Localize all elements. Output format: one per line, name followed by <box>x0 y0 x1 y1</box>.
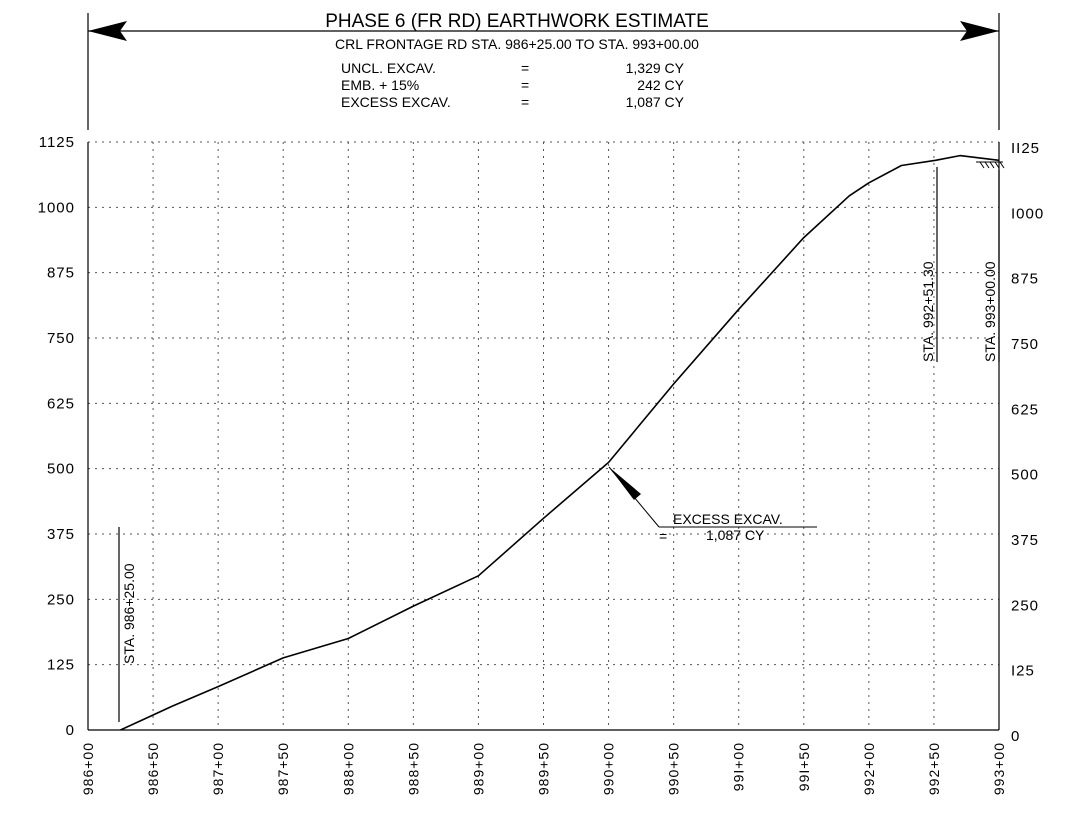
x-tick-label: 992+50 <box>926 742 942 795</box>
right-arrow-icon <box>960 21 999 41</box>
x-tick-label: 993+00 <box>991 742 1007 795</box>
excess-callout: EXCESS EXCAV. = 1,087 CY <box>608 466 817 544</box>
y-tick-label-right: 750 <box>1011 336 1039 353</box>
start-station-label: STA. 986+25.00 <box>121 563 137 664</box>
summary-value: 1,087 CY <box>626 94 685 110</box>
x-tick-label: 988+00 <box>340 742 356 795</box>
x-tick-label: 99I+50 <box>796 742 812 791</box>
summary-label: UNCL. EXCAV. <box>341 60 436 76</box>
y-tick-label-left: 625 <box>47 395 75 412</box>
summary-table: UNCL. EXCAV. = 1,329 CY EMB. + 15% = 242… <box>341 60 685 110</box>
y-tick-label-left: 250 <box>47 591 75 608</box>
summary-value: 1,329 CY <box>626 60 685 76</box>
start-station-marker: STA. 986+25.00 <box>118 527 137 722</box>
x-tick-label: 990+00 <box>601 742 617 795</box>
end-station-marker: STA. 993+00.00 <box>976 161 1005 362</box>
y-tick-label-right: I25 <box>1011 663 1035 680</box>
y-tick-label-right: I000 <box>1011 205 1044 222</box>
callout-arrow-icon <box>609 467 641 500</box>
x-axis-ticks: 986+00 986+50 987+00 987+50 988+00 988+50 989+… <box>80 742 1007 795</box>
grid <box>88 141 999 730</box>
x-tick-label: 99I+00 <box>731 742 747 791</box>
end-station-label: STA. 993+00.00 <box>982 261 998 362</box>
callout-eq: = <box>659 528 667 544</box>
chart-title: PHASE 6 (FR RD) EARTHWORK ESTIMATE <box>325 11 709 32</box>
callout-label: EXCESS EXCAV. <box>673 511 783 527</box>
y-tick-label-right: 0 <box>1011 728 1020 745</box>
summary-label: EXCESS EXCAV. <box>341 94 451 110</box>
y-tick-label-left: 1000 <box>38 199 75 216</box>
x-tick-label: 987+50 <box>275 742 291 795</box>
y-tick-label-right: II25 <box>1011 140 1040 157</box>
chart-subtitle: CRL FRONTAGE RD STA. 986+25.00 TO STA. 9… <box>335 36 699 52</box>
balance-station-label: STA. 992+51.30 <box>920 261 936 362</box>
x-tick-label: 992+00 <box>861 742 877 795</box>
callout-leader <box>608 466 660 528</box>
y-tick-label-right: 250 <box>1011 597 1039 614</box>
y-tick-label-left: 375 <box>47 526 75 543</box>
x-tick-label: 990+50 <box>666 742 682 795</box>
y-tick-label-left: 0 <box>66 722 75 739</box>
x-tick-label: 986+00 <box>80 742 96 795</box>
y-tick-label-right: 625 <box>1011 401 1039 418</box>
summary-eq: = <box>521 94 529 110</box>
y-axis-right-ticks: 0 I25 250 375 500 625 750 875 I000 II25 <box>1011 140 1044 745</box>
x-tick-label: 986+50 <box>145 742 161 795</box>
x-tick-label: 987+00 <box>210 742 226 795</box>
x-tick-label: 989+00 <box>470 742 486 795</box>
summary-eq: = <box>521 77 529 93</box>
y-tick-label-right: 500 <box>1011 467 1039 484</box>
ground-hatch-icon <box>976 161 1005 169</box>
callout-value: 1,087 CY <box>706 527 765 543</box>
x-tick-label: 989+50 <box>536 742 552 795</box>
y-tick-label-left: 750 <box>47 330 75 347</box>
y-tick-label-right: 375 <box>1011 532 1039 549</box>
y-tick-label-left: 875 <box>47 265 75 282</box>
mass-curve-line <box>120 154 1000 731</box>
y-axis-left-ticks: 0 125 250 375 500 625 750 875 1000 1125 <box>38 134 75 739</box>
balance-station-marker: STA. 992+51.30 <box>920 167 938 362</box>
y-tick-label-right: 875 <box>1011 271 1039 288</box>
summary-value: 242 CY <box>637 77 684 93</box>
y-tick-label-left: 125 <box>47 657 75 674</box>
y-tick-label-left: 1125 <box>39 134 75 151</box>
summary-label: EMB. + 15% <box>341 77 419 93</box>
left-arrow-icon <box>88 21 127 41</box>
mass-curve <box>120 154 1000 731</box>
summary-eq: = <box>521 60 529 76</box>
y-tick-label-left: 500 <box>47 461 75 478</box>
x-tick-label: 988+50 <box>405 742 421 795</box>
